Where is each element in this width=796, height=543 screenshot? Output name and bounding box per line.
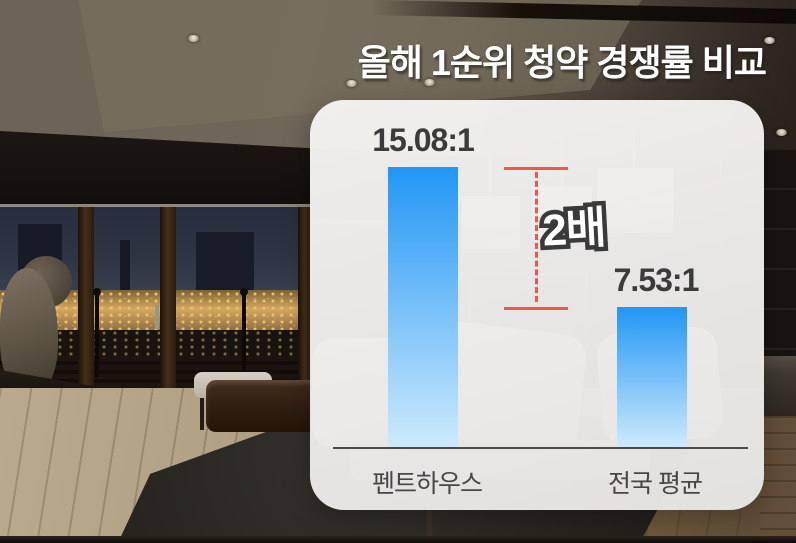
measure-bottom-cap [504,307,568,310]
stone-ledge [760,356,796,418]
x-axis-line [333,447,748,449]
door-frame [298,207,312,393]
door-frame [78,207,94,393]
door-frame [160,207,176,393]
door-handle [155,305,159,329]
value-label-penthouse: 15.08:1 [372,122,475,158]
category-label-national-average: 전국 평균 [608,470,703,498]
category-label-penthouse: 펜트하우스 [371,470,483,498]
railing-post [240,288,248,380]
chair-leg [427,508,432,536]
bar-national-average [617,307,687,447]
measure-dashed-line [535,172,538,302]
chart-panel: 15.08:1 7.53:1 펜트하우스 전국 평균 2배 2배 [310,100,764,510]
bar-penthouse [388,167,458,447]
value-label-national-average: 7.53:1 [613,262,700,298]
building-silhouette [120,240,130,294]
building-silhouette [196,232,254,294]
downlight-icon [764,37,775,44]
downlight-icon [776,129,787,136]
bottom-dark-strip [0,536,796,543]
downlight-icon [346,80,357,87]
railing-post [93,288,101,377]
ratio-annotation: 2배 2배 [513,199,636,260]
chair-leg [200,398,204,430]
ratio-annotation-text: 2배 [541,203,607,256]
window-top-rail [0,204,312,207]
right-wood-floor [760,416,796,543]
downlight-icon [424,79,435,86]
elephant-sculpture [0,268,58,392]
measure-top-cap [504,167,568,170]
page-title: 올해 1순위 청약 경쟁률 비교 [357,42,767,83]
downlight-icon [188,35,199,42]
